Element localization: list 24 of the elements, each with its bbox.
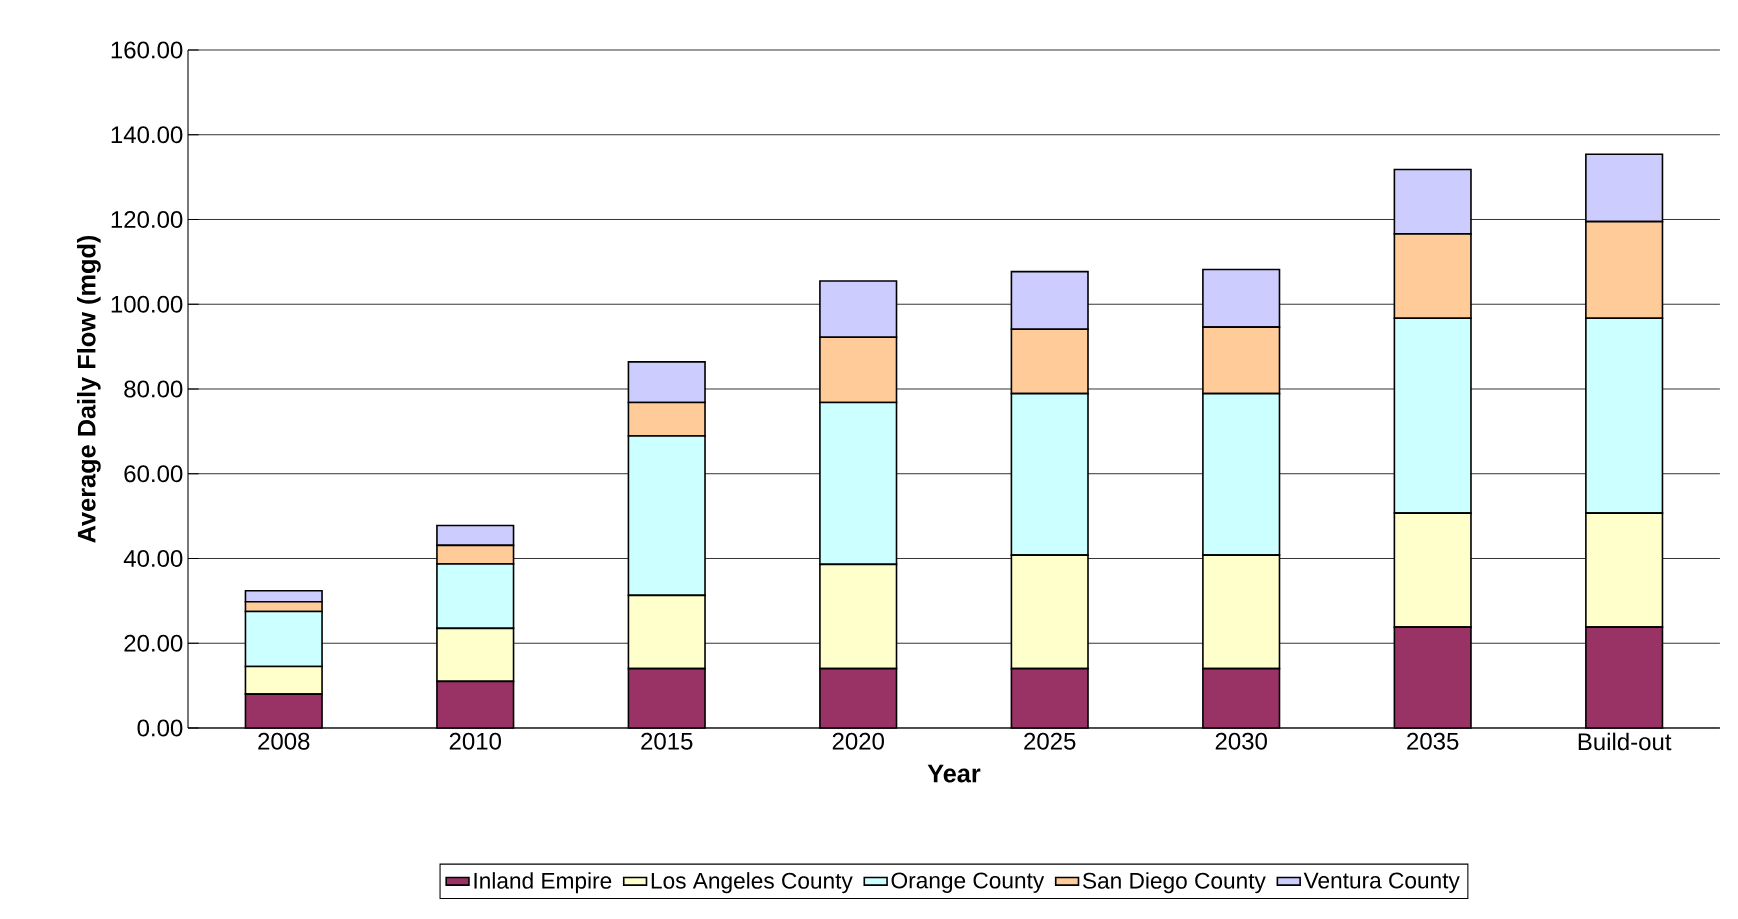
x-tick-label: 2035 bbox=[1407, 732, 1459, 750]
legend-label: Orange County bbox=[891, 872, 1045, 893]
legend-label: Inland Empire bbox=[474, 872, 612, 894]
y-tick-label: 0.00 bbox=[137, 719, 183, 737]
legend-label: San Diego County bbox=[1082, 872, 1266, 894]
x-tick-label: 2030 bbox=[1215, 732, 1267, 750]
legend-label: Los Angeles County bbox=[651, 872, 853, 894]
y-tick-label: 140.00 bbox=[111, 126, 183, 144]
x-tick-label: 2008 bbox=[258, 732, 310, 750]
x-tick-label: Build-out bbox=[1578, 732, 1672, 751]
x-tick-label: 2015 bbox=[641, 732, 693, 750]
legend-label: Ventura County bbox=[1303, 872, 1460, 893]
y-tick-label: 40.00 bbox=[123, 549, 183, 567]
y-tick-label: 100.00 bbox=[111, 295, 183, 313]
y-tick-label: 160.00 bbox=[111, 41, 183, 59]
y-tick-label: 60.00 bbox=[124, 465, 183, 483]
x-axis-title: Year bbox=[927, 764, 981, 783]
y-tick-label: 80.00 bbox=[124, 380, 183, 398]
x-tick-label: 2010 bbox=[449, 732, 501, 750]
y-tick-label: 120.00 bbox=[111, 210, 183, 228]
y-tick-label: 20.00 bbox=[124, 634, 183, 652]
x-tick-label: 2020 bbox=[832, 732, 884, 750]
y-axis-title: Average Daily Flow (mgd) bbox=[77, 235, 101, 543]
x-tick-label: 2025 bbox=[1024, 732, 1076, 750]
